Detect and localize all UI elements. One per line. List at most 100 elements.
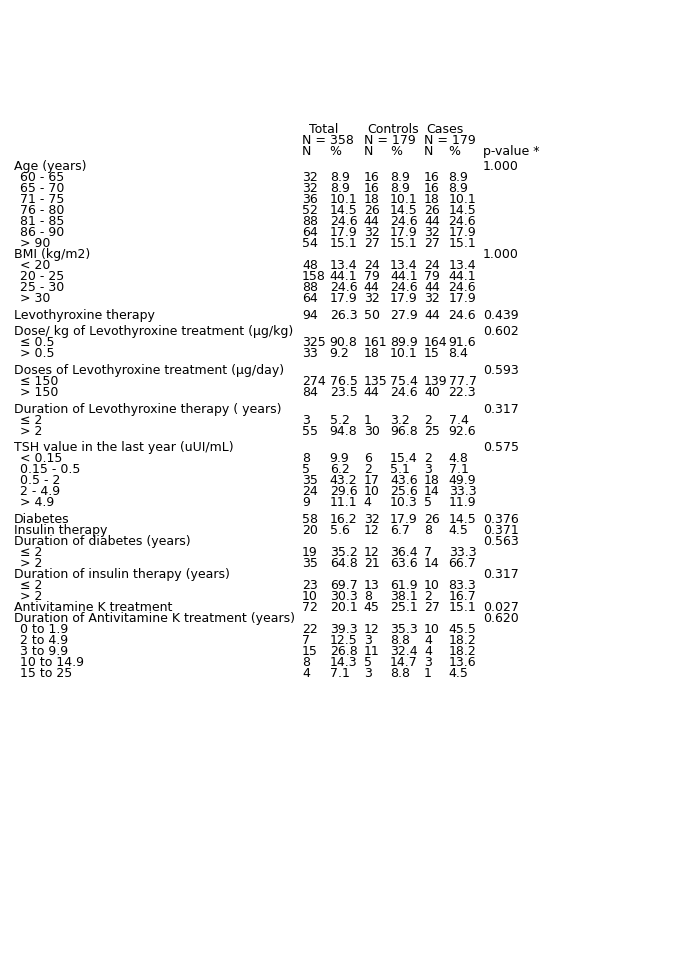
Text: 13.4: 13.4: [390, 260, 418, 272]
Text: 17.9: 17.9: [330, 227, 358, 239]
Text: %: %: [330, 145, 341, 158]
Text: > 4.9: > 4.9: [20, 496, 54, 510]
Text: 25: 25: [424, 425, 440, 437]
Text: 48: 48: [302, 260, 318, 272]
Text: 15: 15: [302, 645, 318, 658]
Text: 139: 139: [424, 375, 448, 388]
Text: 15 to 25: 15 to 25: [20, 667, 72, 679]
Text: 5: 5: [424, 496, 432, 510]
Text: Duration of Levothyroxine therapy ( years): Duration of Levothyroxine therapy ( year…: [14, 402, 281, 416]
Text: 35: 35: [302, 557, 318, 569]
Text: 32: 32: [364, 227, 379, 239]
Text: 55: 55: [302, 425, 318, 437]
Text: 8.9: 8.9: [330, 182, 349, 195]
Text: 32: 32: [424, 227, 439, 239]
Text: 25.1: 25.1: [390, 601, 418, 614]
Text: 17.9: 17.9: [390, 292, 418, 305]
Text: 23.5: 23.5: [330, 386, 358, 400]
Text: 45: 45: [364, 601, 380, 614]
Text: 64.8: 64.8: [330, 557, 358, 569]
Text: 25.6: 25.6: [390, 485, 418, 498]
Text: 24: 24: [424, 260, 439, 272]
Text: 0.602: 0.602: [483, 325, 518, 339]
Text: 17.9: 17.9: [330, 292, 358, 305]
Text: 18: 18: [364, 193, 380, 207]
Text: 7.1: 7.1: [449, 463, 468, 476]
Text: 83.3: 83.3: [449, 579, 477, 592]
Text: 11: 11: [364, 645, 379, 658]
Text: N = 179: N = 179: [424, 134, 476, 148]
Text: 36.4: 36.4: [390, 546, 418, 559]
Text: 6: 6: [364, 453, 372, 465]
Text: 40: 40: [424, 386, 440, 400]
Text: 86 - 90: 86 - 90: [20, 227, 64, 239]
Text: 10: 10: [424, 622, 440, 636]
Text: 16: 16: [424, 182, 439, 195]
Text: > 2: > 2: [20, 425, 43, 437]
Text: 8.9: 8.9: [390, 182, 410, 195]
Text: 76.5: 76.5: [330, 375, 358, 388]
Text: 52: 52: [302, 205, 318, 217]
Text: Doses of Levothyroxine treatment (μg/day): Doses of Levothyroxine treatment (μg/day…: [14, 364, 284, 377]
Text: > 150: > 150: [20, 386, 58, 400]
Text: 14.5: 14.5: [449, 205, 477, 217]
Text: Dose/ kg of Levothyroxine treatment (μg/kg): Dose/ kg of Levothyroxine treatment (μg/…: [14, 325, 293, 339]
Text: 0.439: 0.439: [483, 309, 518, 322]
Text: > 2: > 2: [20, 590, 43, 603]
Text: %: %: [390, 145, 402, 158]
Text: ≤ 0.5: ≤ 0.5: [20, 337, 55, 349]
Text: 8: 8: [364, 590, 372, 603]
Text: > 0.5: > 0.5: [20, 347, 55, 361]
Text: 10: 10: [364, 485, 380, 498]
Text: 3: 3: [364, 634, 372, 647]
Text: 44: 44: [424, 215, 439, 229]
Text: Diabetes: Diabetes: [14, 512, 70, 526]
Text: Duration of diabetes (years): Duration of diabetes (years): [14, 535, 191, 548]
Text: 76 - 80: 76 - 80: [20, 205, 64, 217]
Text: 94: 94: [302, 309, 318, 322]
Text: 5: 5: [302, 463, 310, 476]
Text: 13: 13: [364, 579, 379, 592]
Text: 24.6: 24.6: [390, 282, 418, 294]
Text: Levothyroxine therapy: Levothyroxine therapy: [14, 309, 155, 322]
Text: 72: 72: [302, 601, 318, 614]
Text: 30: 30: [364, 425, 380, 437]
Text: ≤ 2: ≤ 2: [20, 579, 43, 592]
Text: BMI (kg/m2): BMI (kg/m2): [14, 248, 90, 262]
Text: 9: 9: [302, 496, 310, 510]
Text: 16: 16: [364, 182, 379, 195]
Text: 10.1: 10.1: [330, 193, 358, 207]
Text: 2 to 4.9: 2 to 4.9: [20, 634, 68, 647]
Text: 17.9: 17.9: [390, 227, 418, 239]
Text: 135: 135: [364, 375, 387, 388]
Text: 10.1: 10.1: [390, 193, 418, 207]
Text: Cases: Cases: [426, 124, 463, 136]
Text: 13.4: 13.4: [330, 260, 358, 272]
Text: 12: 12: [364, 622, 379, 636]
Text: 14: 14: [424, 485, 439, 498]
Text: 8.8: 8.8: [390, 667, 410, 679]
Text: 8.4: 8.4: [449, 347, 468, 361]
Text: 11.1: 11.1: [330, 496, 358, 510]
Text: 12: 12: [364, 524, 379, 537]
Text: 5.1: 5.1: [390, 463, 410, 476]
Text: Duration of insulin therapy (years): Duration of insulin therapy (years): [14, 567, 230, 581]
Text: 44: 44: [364, 282, 379, 294]
Text: 9.9: 9.9: [330, 453, 349, 465]
Text: N = 358: N = 358: [302, 134, 354, 148]
Text: 64: 64: [302, 292, 318, 305]
Text: 15.1: 15.1: [449, 601, 477, 614]
Text: 44: 44: [364, 386, 379, 400]
Text: Total: Total: [309, 124, 338, 136]
Text: 27: 27: [424, 601, 440, 614]
Text: 96.8: 96.8: [390, 425, 418, 437]
Text: 14.5: 14.5: [449, 512, 477, 526]
Text: 26.3: 26.3: [330, 309, 358, 322]
Text: 49.9: 49.9: [449, 474, 476, 487]
Text: 15.4: 15.4: [390, 453, 418, 465]
Text: 10 to 14.9: 10 to 14.9: [20, 655, 84, 669]
Text: 91.6: 91.6: [449, 337, 476, 349]
Text: 11.9: 11.9: [449, 496, 476, 510]
Text: 0.027: 0.027: [483, 601, 518, 614]
Text: 161: 161: [364, 337, 387, 349]
